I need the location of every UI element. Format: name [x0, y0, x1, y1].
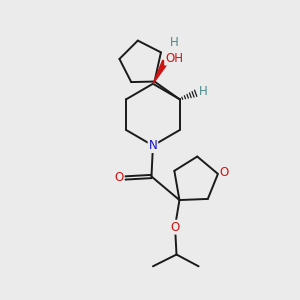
Text: N: N [148, 139, 157, 152]
Text: H: H [170, 36, 178, 49]
Text: OH: OH [165, 52, 183, 64]
Text: O: O [115, 172, 124, 184]
Polygon shape [153, 60, 168, 84]
Text: H: H [199, 85, 208, 98]
Text: O: O [220, 166, 229, 179]
Text: O: O [170, 220, 180, 234]
